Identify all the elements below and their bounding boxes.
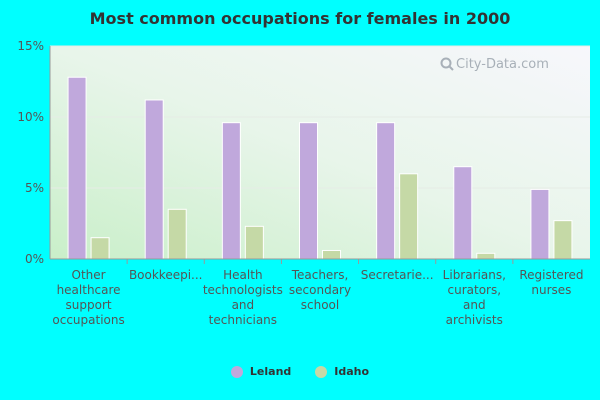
category-label: and xyxy=(232,298,255,312)
legend-item-leland[interactable]: Leland xyxy=(230,365,292,378)
bar-idaho-4[interactable] xyxy=(399,173,419,260)
category-label: Health xyxy=(223,268,262,282)
watermark-text: City-Data.com xyxy=(456,57,549,72)
category-label: Librarians, xyxy=(443,268,506,282)
category-label: technologists xyxy=(203,283,283,297)
legend-label: Idaho xyxy=(334,365,370,378)
bar-leland-5[interactable] xyxy=(453,166,473,260)
category-label: archivists xyxy=(446,313,503,327)
category-label: school xyxy=(301,298,339,312)
category-label: Registered xyxy=(519,268,583,282)
category-label: Other xyxy=(72,268,106,282)
watermark: City-Data.com xyxy=(440,57,549,72)
category-label: occupations xyxy=(52,313,124,327)
bar-leland-6[interactable] xyxy=(530,188,550,260)
category-label: secondary xyxy=(289,283,351,297)
y-tick-label: 5% xyxy=(25,181,44,195)
legend-item-idaho[interactable]: Idaho xyxy=(315,365,369,378)
bar-idaho-6[interactable] xyxy=(553,220,573,260)
category-label: curators, xyxy=(448,283,502,297)
bar-leland-1[interactable] xyxy=(144,99,164,260)
y-tick-label: 0% xyxy=(25,252,44,266)
chart-title: Most common occupations for females in 2… xyxy=(89,9,511,28)
legend-label: Leland xyxy=(249,365,292,378)
legend-swatch xyxy=(315,365,328,378)
category-label: Secretarie... xyxy=(361,268,434,282)
legend-swatch xyxy=(230,365,243,378)
legend: Leland Idaho xyxy=(0,365,600,378)
category-label: healthcare xyxy=(57,283,121,297)
bar-leland-0[interactable] xyxy=(67,76,87,260)
watermark-search-icon xyxy=(440,57,452,69)
bar-idaho-5[interactable] xyxy=(476,252,496,260)
category-label: Teachers, xyxy=(291,268,349,282)
bar-idaho-0[interactable] xyxy=(90,237,110,260)
y-tick-label: 15% xyxy=(17,39,44,53)
category-label: support xyxy=(66,298,112,312)
watermark-search-icon-handle xyxy=(448,65,454,71)
y-tick-label: 10% xyxy=(17,110,44,124)
category-label: technicians xyxy=(209,313,277,327)
category-label: Bookkeepi... xyxy=(129,268,203,282)
bar-leland-4[interactable] xyxy=(376,122,396,260)
bar-idaho-3[interactable] xyxy=(322,249,341,260)
category-label: nurses xyxy=(531,283,571,297)
bar-idaho-2[interactable] xyxy=(244,225,264,260)
plot-area xyxy=(50,46,590,259)
bar-leland-3[interactable] xyxy=(299,122,318,260)
category-label: and xyxy=(463,298,486,312)
bar-idaho-1[interactable] xyxy=(167,208,187,260)
bar-leland-2[interactable] xyxy=(221,122,241,260)
